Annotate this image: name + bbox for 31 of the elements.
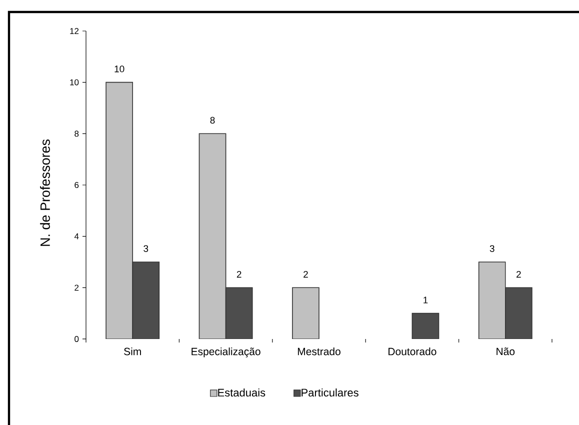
y-tick-label: 12	[70, 28, 79, 34]
y-tick-label: 8	[74, 130, 79, 137]
data-label: 1	[424, 296, 428, 304]
bar	[198, 133, 226, 339]
data-label: 10	[114, 66, 124, 72]
x-tick-label: Sim	[124, 348, 141, 356]
bar	[504, 287, 532, 339]
bar	[132, 262, 160, 339]
bar	[478, 262, 506, 339]
legend-label: Estaduais	[218, 388, 266, 397]
y-tick-label: 2	[74, 284, 79, 291]
bar	[292, 287, 320, 339]
bar	[412, 312, 440, 339]
y-axis-title: N. de Professores	[40, 139, 50, 246]
y-tick-label: 10	[70, 79, 79, 86]
x-tick-label: Mestrado	[298, 348, 340, 356]
data-label: 3	[490, 245, 494, 252]
y-tick-label: 4	[74, 233, 79, 240]
y-tick-label: 0	[74, 336, 79, 342]
x-tick-label: Especialização	[192, 348, 260, 358]
bar	[106, 82, 134, 339]
data-label: 8	[210, 116, 215, 124]
data-label: 2	[236, 270, 242, 278]
x-tick-label: Doutorado	[388, 348, 436, 356]
x-tick-label: Não	[496, 348, 515, 356]
y-tick-label: 6	[74, 182, 79, 188]
data-label: 2	[516, 270, 521, 278]
data-label: 3	[144, 245, 148, 252]
legend-label: Particulares	[302, 388, 358, 397]
bar	[225, 287, 253, 339]
data-label: 2	[304, 270, 308, 278]
